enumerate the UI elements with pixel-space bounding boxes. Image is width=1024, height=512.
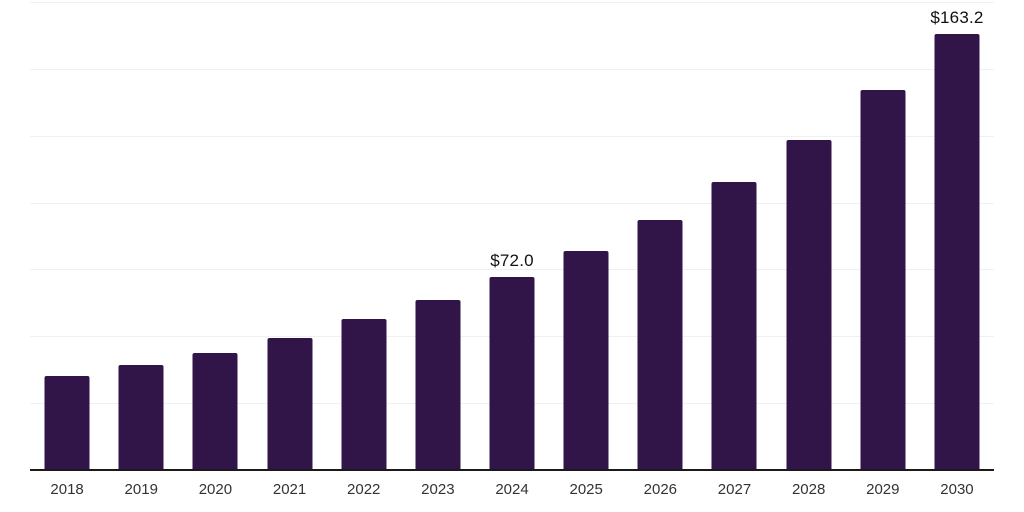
plot-area: $72.0 $163.2	[30, 2, 994, 470]
x-tick-2020: 2020	[198, 481, 233, 498]
bar-slot-2026	[623, 2, 697, 470]
x-tick-2024: 2024	[495, 481, 529, 498]
bar-2019	[118, 365, 164, 470]
x-tick-2023: 2023	[421, 481, 455, 498]
gridline-125	[30, 135, 994, 137]
bars-row: $72.0 $163.2	[30, 2, 994, 470]
x-tick-2022: 2022	[347, 481, 381, 498]
bar-slot-2018	[30, 2, 104, 470]
bar-slot-2023	[401, 2, 475, 470]
bar-2022	[341, 319, 387, 470]
bar-2025	[563, 251, 609, 470]
gridline-100	[30, 202, 994, 204]
x-tick-2021: 2021	[272, 481, 307, 498]
gridline-175	[30, 2, 994, 3]
bar-slot-2027	[697, 2, 771, 470]
x-tick-2018: 2018	[50, 481, 84, 498]
bar-2018	[44, 376, 90, 470]
bar-slot-2020	[178, 2, 252, 470]
bar-2024	[489, 277, 535, 470]
bar-2021	[267, 337, 313, 470]
bar-slot-2029	[846, 2, 920, 470]
bar-2027	[711, 182, 757, 470]
data-label-2030: $163.2	[930, 7, 984, 27]
x-tick-2029: 2029	[866, 481, 900, 498]
x-axis-tick-labels: 2018 2019 2020 2021 2022 2023 2024 2025 2026 2027…	[30, 480, 994, 500]
bar-slot-2030: $163.2	[920, 2, 994, 470]
bar-slot-2028	[772, 2, 846, 470]
x-tick-2028: 2028	[791, 481, 826, 498]
bar-2023	[415, 299, 461, 470]
bar-slot-2024: $72.0	[475, 2, 549, 470]
data-label-2024: $72.0	[490, 251, 534, 271]
bar-2029	[860, 89, 906, 470]
bar-2028	[786, 139, 832, 470]
bar-2030	[934, 33, 980, 470]
x-tick-2025: 2025	[569, 481, 603, 498]
gridline-150	[30, 68, 994, 70]
bar-slot-2019	[104, 2, 178, 470]
bar-slot-2025	[549, 2, 623, 470]
x-tick-2026: 2026	[643, 481, 678, 498]
x-tick-2027: 2027	[717, 481, 752, 498]
bar-slot-2022	[327, 2, 401, 470]
bar-2026	[637, 219, 683, 470]
x-axis-line	[30, 469, 994, 471]
x-tick-2019: 2019	[124, 481, 158, 498]
bar-slot-2021	[252, 2, 326, 470]
gridline-75	[30, 269, 994, 271]
x-tick-2030: 2030	[940, 481, 974, 498]
bar-2020	[192, 352, 238, 470]
